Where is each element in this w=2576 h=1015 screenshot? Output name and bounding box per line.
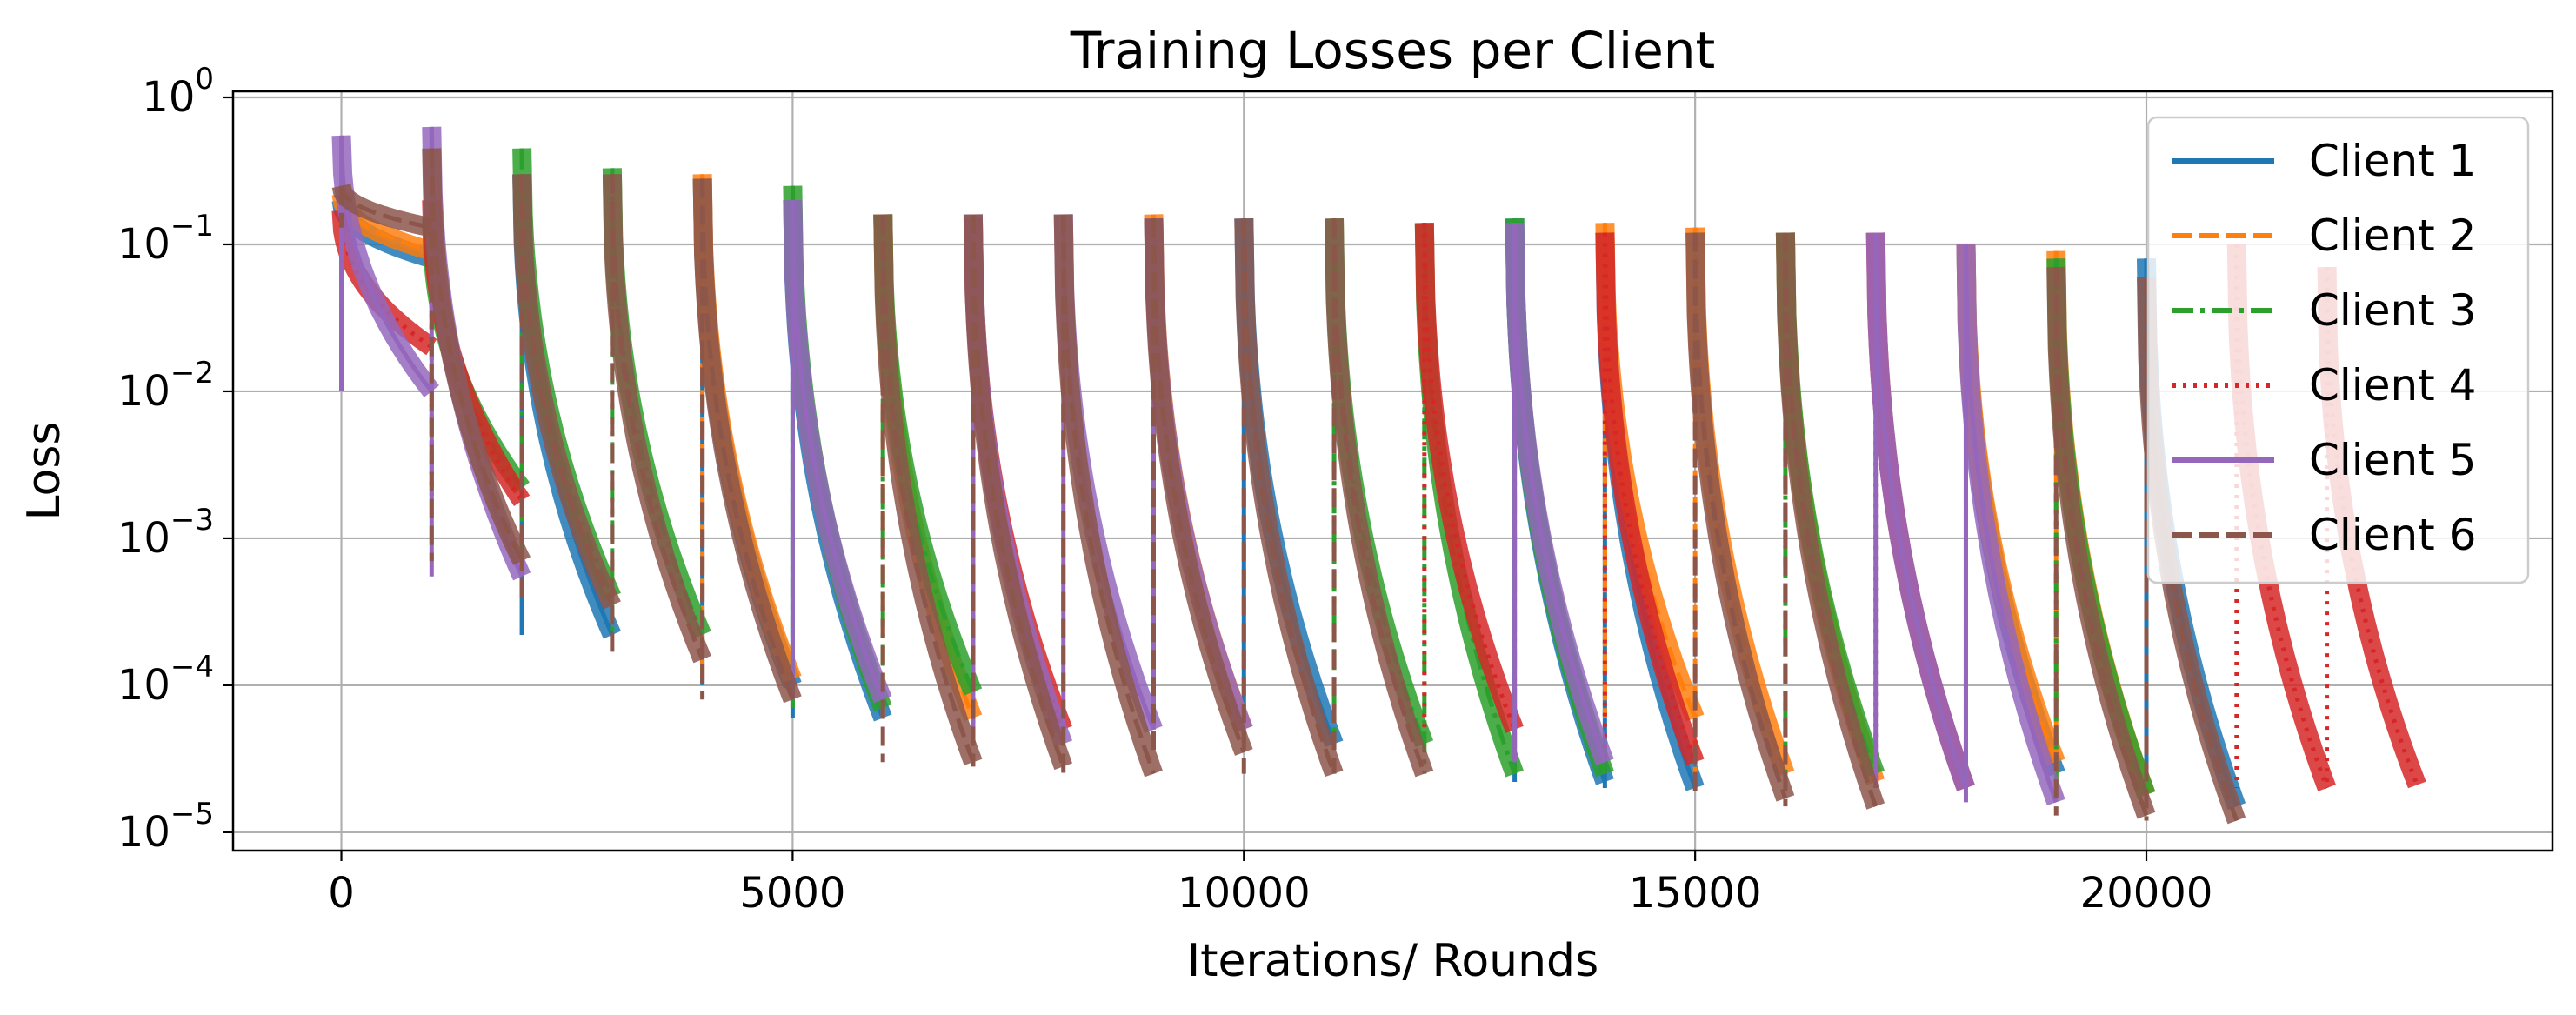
y-tick-label: 10−2: [117, 356, 214, 416]
series-5-segment: [1873, 232, 1968, 789]
series-5-segment: [1512, 223, 1607, 764]
series-5-band: [1865, 232, 1975, 794]
legend-label-2: Client 2: [2309, 210, 2476, 261]
series-5-segment: [790, 200, 885, 701]
series-6-segment: [2053, 267, 2149, 817]
series-5-segment: [1964, 244, 2059, 804]
y-tick-label: 10−1: [117, 209, 214, 269]
legend-label-5: Client 5: [2309, 435, 2476, 485]
series-6-segment: [700, 178, 795, 701]
y-tick-label: 10−3: [117, 503, 214, 563]
series-6-segment: [429, 148, 524, 563]
x-tick-label: 10000: [1178, 869, 1311, 918]
plot-frame: [231, 90, 2554, 852]
series-6-segment: [971, 214, 1066, 768]
series-5-band: [783, 199, 892, 706]
y-axis-label: Loss: [18, 421, 70, 520]
series-6-segment: [1241, 218, 1337, 775]
legend-label-6: Client 6: [2309, 510, 2476, 560]
series-6-segment: [1783, 232, 1879, 807]
series-1: [331, 174, 2246, 813]
legend-label-4: Client 4: [2309, 360, 2476, 411]
x-tick-label: 5000: [739, 869, 845, 918]
legend-label-3: Client 3: [2309, 285, 2476, 336]
x-tick-label: 20000: [2080, 869, 2213, 918]
y-tick-label: 100: [142, 62, 214, 122]
plot-series: [331, 126, 2426, 827]
y-axis-ticks: 100 10−1 10−2 10−3 10−4 10−5: [117, 62, 233, 857]
series-6-segment: [610, 174, 704, 661]
series-6-segment: [880, 214, 976, 764]
legend: Client 1 Client 2 Client 3 Client 4 Client 5…: [2146, 116, 2530, 584]
series-6-segment: [1331, 218, 1427, 775]
series-6-segment: [1151, 218, 1246, 753]
series-6-segment: [519, 174, 615, 607]
chart-title: Training Losses per Client: [1070, 21, 1716, 80]
series-4-band: [1414, 223, 1524, 736]
series-4-band: [1595, 232, 1705, 769]
x-axis-label: Iterations/ Rounds: [1187, 935, 1598, 987]
x-tick-label: 0: [328, 869, 355, 918]
legend-label-1: Client 1: [2309, 136, 2476, 186]
x-axis-ticks: 0 5000 10000 15000 20000: [328, 851, 2212, 918]
y-tick-label: 10−5: [117, 797, 214, 857]
x-tick-label: 15000: [1629, 869, 1762, 918]
series-6-band: [422, 148, 531, 568]
series-6-segment: [339, 185, 432, 230]
series-6-segment: [1061, 214, 1156, 775]
y-tick-label: 10−4: [117, 650, 214, 710]
series-6-segment: [1692, 232, 1788, 799]
series-5-segment: [339, 135, 434, 393]
series-5-band: [1505, 223, 1614, 769]
